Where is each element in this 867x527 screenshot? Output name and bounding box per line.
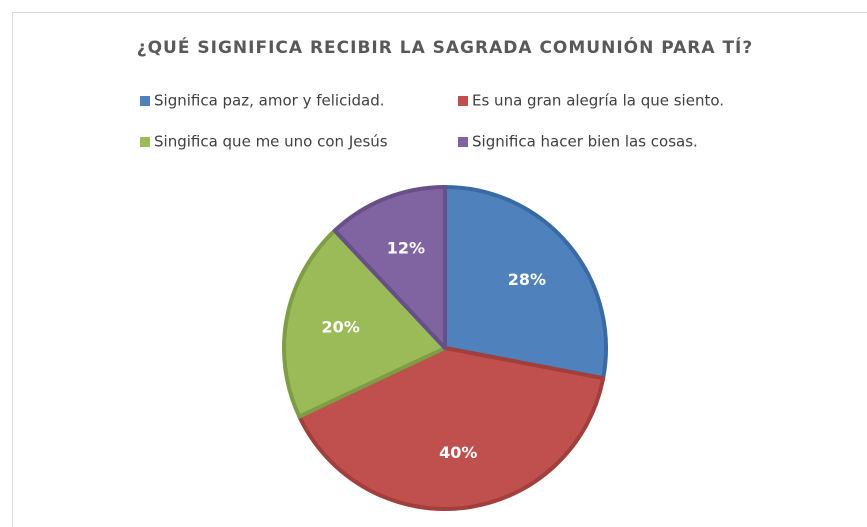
data-label: 20%: [321, 318, 359, 337]
legend-label: Significa paz, amor y felicidad.: [154, 92, 385, 110]
chart-title: ¿QUÉ SIGNIFICA RECIBIR LA SAGRADA COMUNI…: [137, 36, 754, 58]
legend-label: Es una gran alegría la que siento.: [472, 92, 724, 110]
legend-swatch: [458, 137, 468, 147]
pie-slice: [297, 346, 606, 511]
legend-swatch: [140, 137, 150, 147]
legend-swatch: [140, 96, 150, 106]
data-label: 28%: [508, 270, 546, 289]
pie-slice: [443, 185, 608, 381]
legend-swatch: [458, 96, 468, 106]
pie-slice: [332, 185, 447, 350]
legend-label: Singifica que me uno con Jesús: [154, 133, 388, 151]
pie-slice: [282, 228, 447, 419]
legend-label: Significa hacer bien las cosas.: [472, 133, 698, 151]
data-label: 40%: [439, 443, 477, 462]
data-label: 12%: [387, 239, 425, 258]
